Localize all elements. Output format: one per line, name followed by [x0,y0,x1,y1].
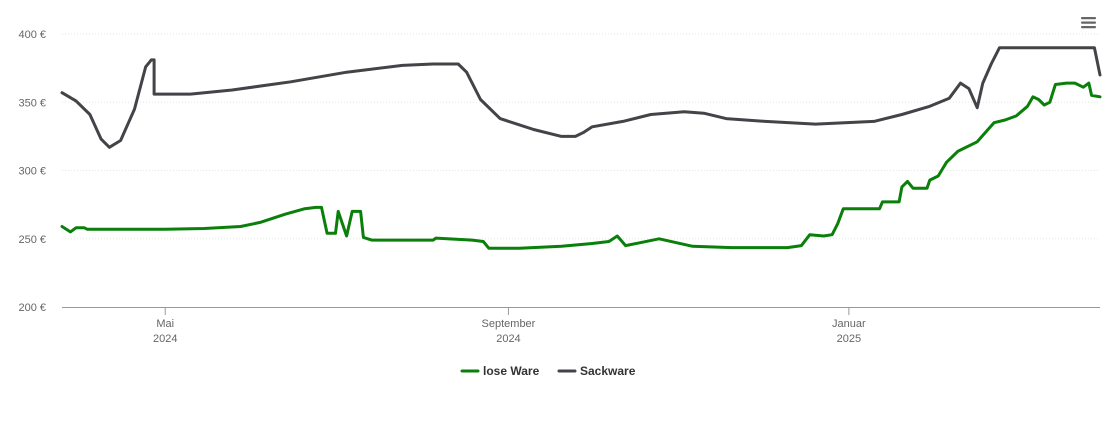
x-tick-label-month: September [482,318,536,330]
x-tick-label-year: 2024 [496,333,520,345]
y-tick-label: 400 € [18,29,46,41]
grid-lines [62,33,1100,240]
x-axis: Mai 2024 September 2024 Januar 2025 [62,307,1100,345]
y-tick-label: 250 € [18,234,46,246]
series-line-sackware[interactable] [60,46,1102,149]
y-tick-label: 200 € [18,302,46,314]
y-tick-label: 350 € [18,97,46,109]
legend-item-sackware[interactable]: Sackware [557,364,636,378]
context-menu-button[interactable] [1080,14,1098,30]
x-tick-label-year: 2025 [837,333,861,345]
series-lines [60,46,1102,250]
hamburger-menu-icon[interactable] [1081,17,1096,29]
x-tick-label-month: Mai [156,318,174,330]
legend: lose Ware Sackware [460,364,636,378]
legend-label: Sackware [580,364,636,378]
x-tick-label-month: Januar [832,318,866,330]
legend-label: lose Ware [483,364,540,378]
legend-item-lose-ware[interactable]: lose Ware [460,364,540,378]
y-tick-label: 300 € [18,166,46,178]
x-tick-label-year: 2024 [153,333,177,345]
series-line-lose-ware[interactable] [60,81,1102,250]
y-axis: 200 € 250 € 300 € 350 € 400 € [18,29,46,314]
